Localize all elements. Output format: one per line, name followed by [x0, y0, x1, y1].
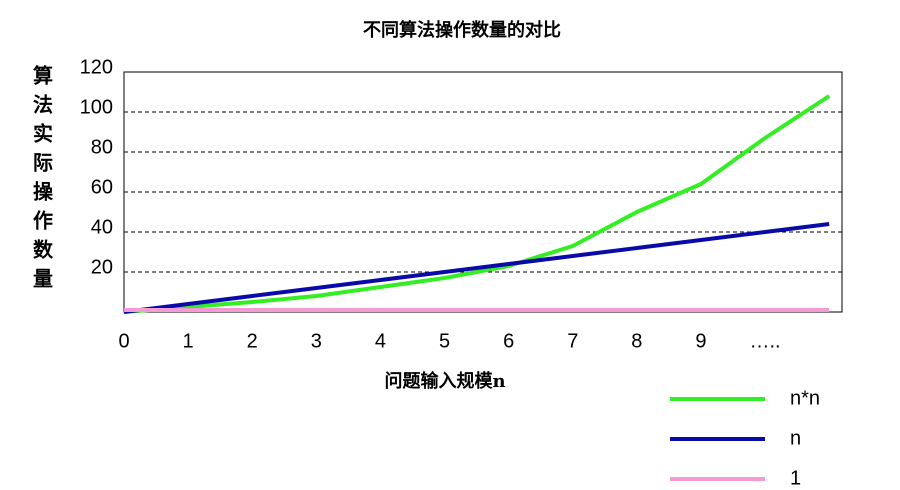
x-tick-label: 4 — [375, 330, 386, 352]
x-tick-label: ….. — [750, 330, 781, 352]
x-axis-label: 问题输入规模n — [384, 370, 505, 392]
series-line — [123, 222, 830, 314]
y-tick-label: 40 — [91, 216, 113, 238]
x-tick-label: 5 — [439, 330, 450, 352]
x-tick-label: 0 — [118, 330, 129, 352]
y-tick-label: 120 — [80, 56, 113, 78]
y-tick-label: 60 — [91, 176, 113, 198]
x-tick-label: 1 — [183, 330, 194, 352]
y-tick-label: 20 — [91, 256, 113, 278]
x-tick-label: 9 — [695, 330, 706, 352]
series-line — [123, 94, 831, 314]
x-tick-label: 2 — [247, 330, 258, 352]
y-tick-label: 80 — [91, 136, 113, 158]
x-tick-label: 3 — [311, 330, 322, 352]
chart-title: 不同算法操作数量的对比 — [363, 19, 561, 41]
legend-label: n*n — [790, 387, 820, 409]
x-tick-label: 6 — [503, 330, 514, 352]
y-tick-label: 100 — [80, 96, 113, 118]
legend-label: n — [790, 427, 801, 449]
x-tick-label: 8 — [631, 330, 642, 352]
y-axis-label: 算法实际操作数量 — [30, 64, 54, 297]
x-tick-label: 7 — [567, 330, 578, 352]
legend-label: 1 — [790, 467, 801, 489]
